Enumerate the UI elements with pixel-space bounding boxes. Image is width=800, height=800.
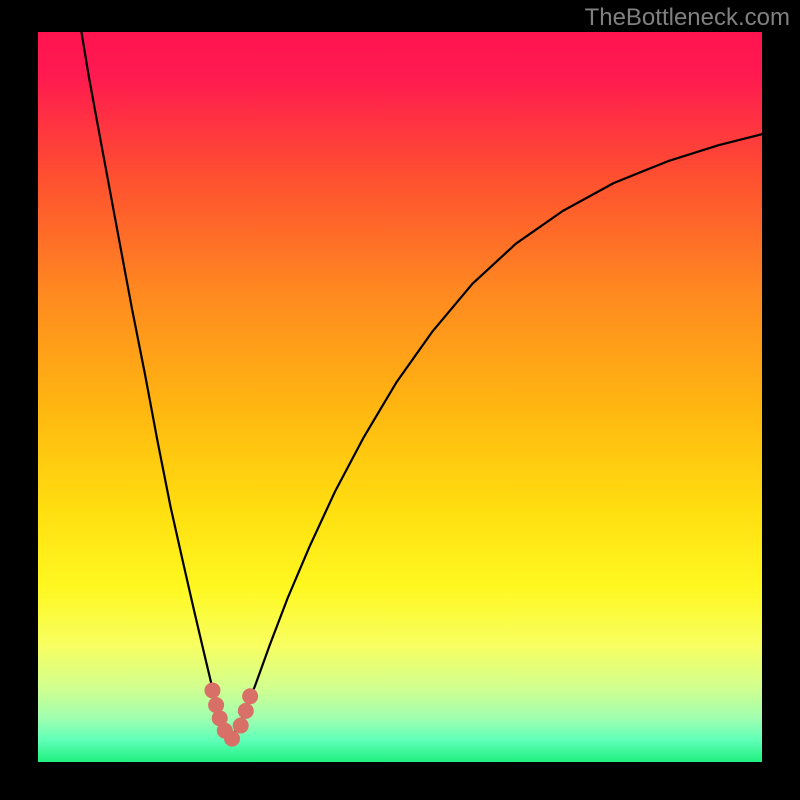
chart-svg [38, 32, 762, 762]
watermark-text: TheBottleneck.com [585, 4, 790, 32]
plot-area [38, 32, 762, 762]
minimum-marker [204, 682, 220, 698]
gradient-background [38, 32, 762, 762]
minimum-marker [233, 718, 249, 734]
chart-container: TheBottleneck.com [0, 0, 800, 800]
minimum-marker [238, 703, 254, 719]
minimum-marker [242, 688, 258, 704]
minimum-marker [224, 731, 240, 747]
